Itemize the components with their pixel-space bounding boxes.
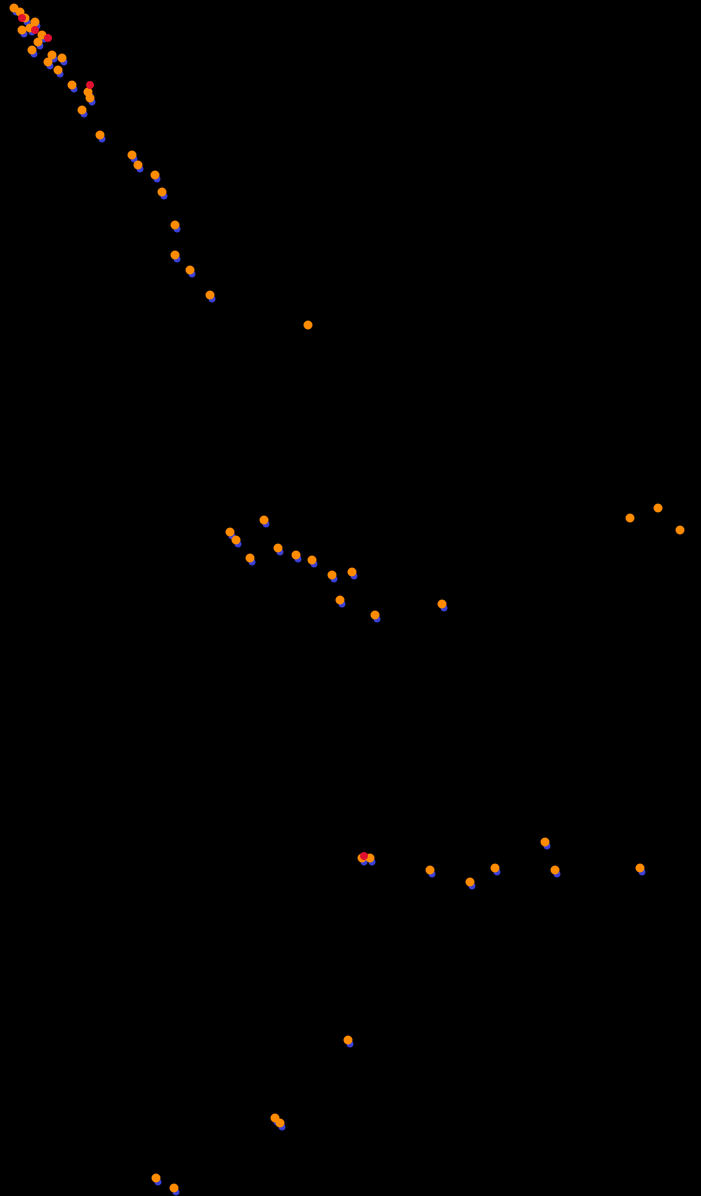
scatter-point	[171, 251, 180, 260]
scatter-point	[438, 600, 447, 609]
scatter-point	[551, 866, 560, 875]
scatter-point	[466, 878, 475, 887]
scatter-point	[304, 321, 313, 330]
scatter-point	[491, 864, 500, 873]
scatter-point	[654, 504, 663, 513]
scatter-point	[28, 46, 37, 55]
scatter-point	[31, 26, 39, 34]
scatter-point	[274, 544, 283, 553]
scatter-point	[186, 266, 195, 275]
scatter-point	[426, 866, 435, 875]
scatter-point	[206, 291, 215, 300]
scatter-point	[86, 81, 94, 89]
scatter-point	[336, 596, 345, 605]
scatter-point	[171, 221, 180, 230]
scatter-point	[18, 14, 26, 22]
scatter-point	[276, 1119, 285, 1128]
scatter-point	[360, 852, 368, 860]
scatter-point	[152, 1174, 161, 1183]
scatter-point	[246, 554, 255, 563]
scatter-point	[54, 66, 63, 75]
scatter-point	[151, 171, 160, 180]
scatter-point	[44, 34, 52, 42]
scatter-point	[292, 551, 301, 560]
scatter-point	[348, 568, 357, 577]
scatter-point	[541, 838, 550, 847]
scatter-point	[308, 556, 317, 565]
scatter-point	[676, 526, 685, 535]
scatter-point	[134, 161, 143, 170]
scatter-point	[344, 1036, 353, 1045]
scatter-point	[44, 58, 53, 67]
scatter-point	[260, 516, 269, 525]
scatter-point	[58, 54, 67, 63]
scatter-point	[158, 188, 167, 197]
scatter-point	[128, 151, 137, 160]
scatter-point	[636, 864, 645, 873]
scatter-point	[328, 571, 337, 580]
scatter-point	[34, 38, 43, 47]
scatter-point	[371, 611, 380, 620]
scatter-point	[170, 1184, 179, 1193]
scatter-point	[232, 536, 241, 545]
scatter-point	[96, 131, 105, 140]
scatter-point	[68, 81, 77, 90]
scatter-point	[78, 106, 87, 115]
scatter-point	[86, 94, 95, 103]
scatter-point	[626, 514, 635, 523]
scatter-plot	[0, 0, 701, 1196]
